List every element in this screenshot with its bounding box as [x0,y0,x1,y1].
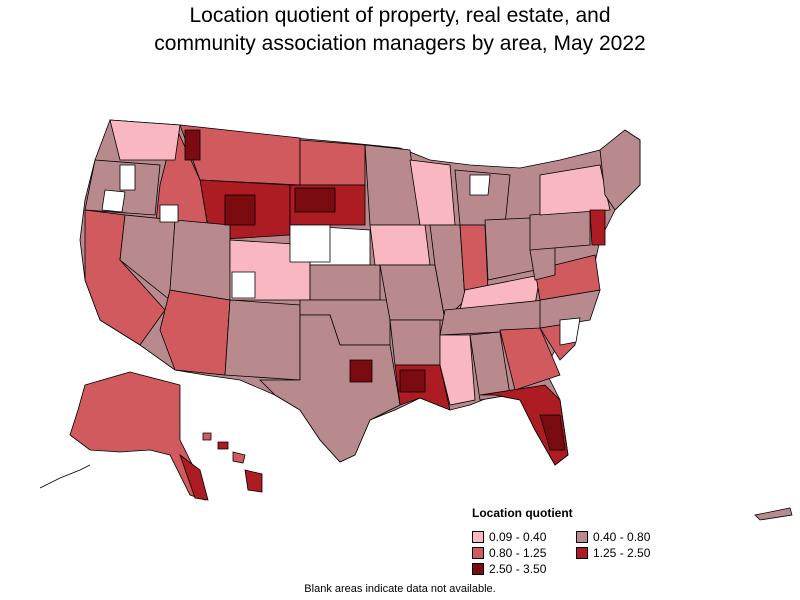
region-georgia [499,327,561,391]
region-missouri [379,264,446,321]
hawaii-maui [232,451,246,464]
legend-label-1: 0.40 - 0.80 [593,530,651,544]
region-west-virginia [529,244,556,281]
legend-item-0: 0.09 - 0.40 [472,530,576,544]
blank-area-ut [231,271,256,299]
region-north-dakota [299,139,366,186]
contiguous-us [79,119,641,466]
region-iowa [369,224,431,266]
hawaii-big-island [244,469,263,493]
legend-item-3: 1.25 - 2.50 [576,546,686,560]
alaska [39,371,209,501]
hawaii [202,432,263,493]
region-new-england [599,129,641,211]
blank-area-ne-sd [289,224,331,263]
legend-label-0: 0.09 - 0.40 [489,530,547,544]
legend-item-4: 2.50 - 3.50 [472,562,576,576]
blank-area-or [101,189,126,213]
legend-item-2: 0.80 - 1.25 [472,546,576,560]
legend-swatch-1 [576,531,588,543]
legend-swatch-4 [472,563,484,575]
blank-area-id [159,204,179,223]
region-dark-id [184,129,201,161]
region-pennsylvania [529,209,591,251]
region-dark-wy [224,194,256,226]
alaska-shape [69,371,206,501]
legend-label-2: 0.80 - 1.25 [489,546,547,560]
map-title: Location quotient of property, real esta… [0,2,800,58]
blank-area-mi [469,174,491,196]
region-dark-fl [539,414,566,451]
legend-swatch-2 [472,547,484,559]
legend-item-1: 0.40 - 0.80 [576,530,686,544]
region-florida [479,384,569,466]
region-texas [259,314,401,463]
region-dark-la [399,369,426,393]
blank-area-wa [119,164,136,191]
title-line-1: Location quotient of property, real esta… [189,4,611,27]
region-kansas [309,264,381,301]
region-dark-ne [294,187,336,213]
legend-label-3: 1.25 - 2.50 [593,546,651,560]
region-washington [109,119,181,161]
legend: Location quotient 0.09 - 0.40 0.40 - 0.8… [472,506,712,576]
blank-area-nc [559,317,581,346]
region-new-mexico [224,299,301,381]
alaska-islands [39,464,91,489]
footnote: Blank areas indicate data not available. [304,583,496,595]
region-new-york [539,164,611,216]
legend-label-4: 2.50 - 3.50 [489,562,547,576]
hawaii-oahu [217,441,229,450]
region-mississippi [439,334,476,406]
puerto-rico [754,507,793,521]
legend-title: Location quotient [472,506,573,520]
region-utah [169,219,231,301]
region-arkansas [389,319,441,366]
legend-swatch-0 [472,531,484,543]
hawaii-kauai [202,432,212,441]
legend-swatch-3 [576,547,588,559]
region-ohio [484,217,536,281]
alaska-panhandle [179,453,209,501]
region-dark-tx [349,359,373,383]
region-new-jersey [589,209,606,246]
legend-grid: 0.09 - 0.40 0.40 - 0.80 0.80 - 1.25 1.25… [472,530,712,576]
title-line-2: community association managers by area, … [154,32,646,55]
